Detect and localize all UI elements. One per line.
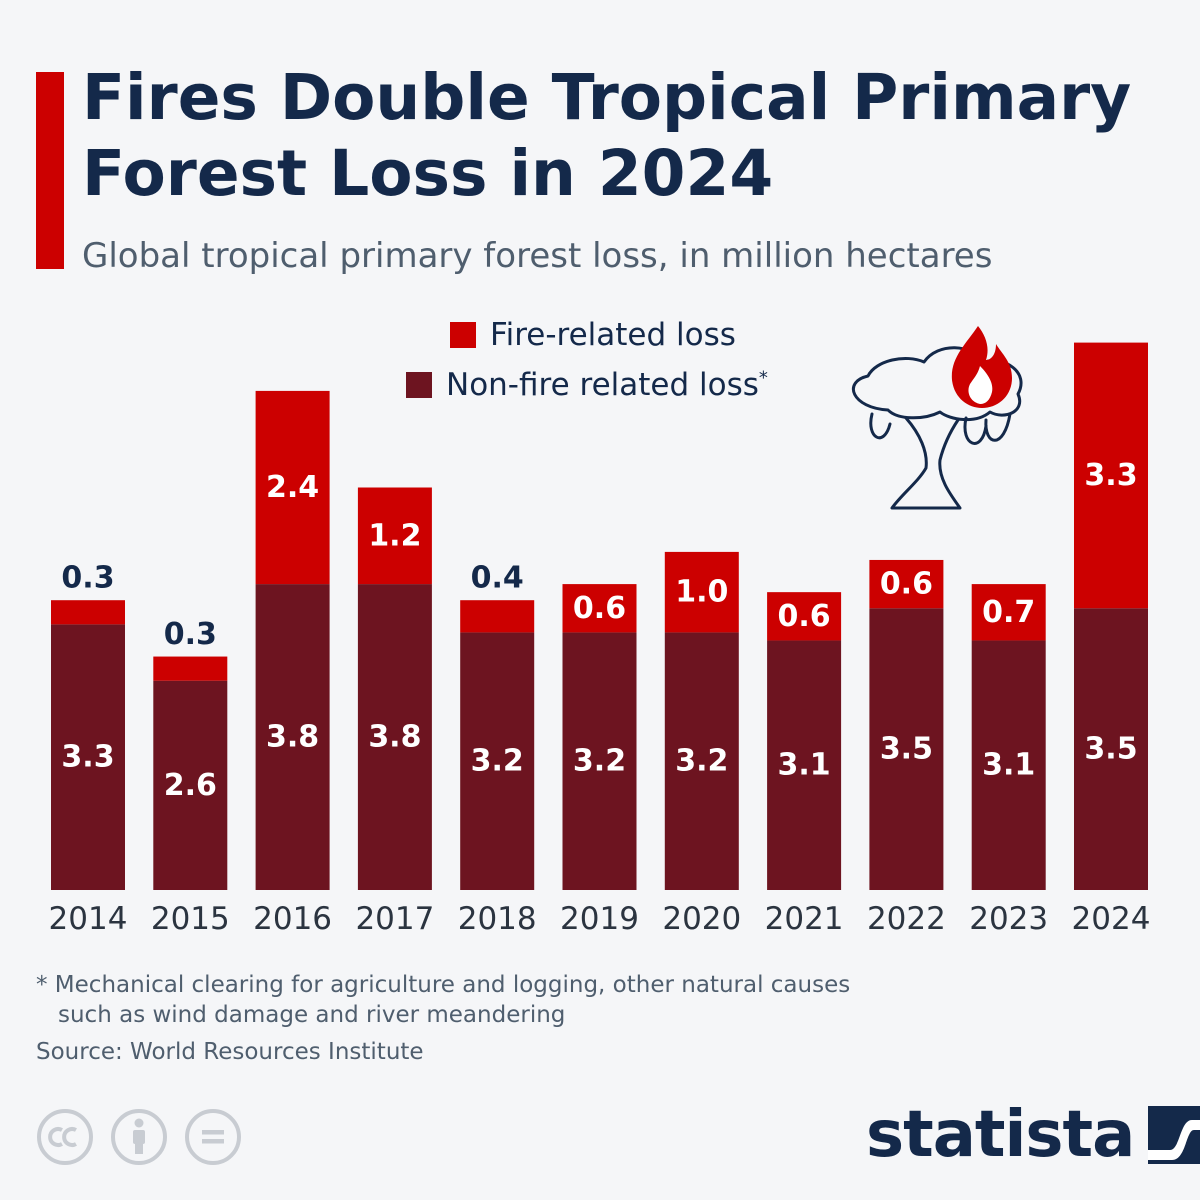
burning-tree-icon bbox=[851, 326, 1023, 510]
data-label-nonfire-2017: 3.8 bbox=[368, 720, 421, 755]
data-label-nonfire-2022: 3.5 bbox=[880, 732, 933, 767]
legend-label-fire: Fire-related loss bbox=[490, 317, 736, 353]
bar-nonfire-2020 bbox=[664, 632, 739, 890]
attribution-icon[interactable] bbox=[110, 1108, 168, 1166]
x-tick-label-2023: 2023 bbox=[969, 901, 1048, 937]
bar-fire-2024 bbox=[1074, 342, 1148, 609]
x-tick-label-2022: 2022 bbox=[867, 901, 946, 937]
data-label-nonfire-2014: 3.3 bbox=[61, 740, 114, 775]
bar-fire-2020 bbox=[664, 551, 739, 633]
bar-nonfire-2024 bbox=[1074, 608, 1148, 890]
bar-nonfire-2018 bbox=[460, 632, 535, 890]
legend-swatch-nonfire bbox=[406, 372, 432, 398]
cc-icon[interactable] bbox=[36, 1108, 94, 1166]
data-label-nonfire-2021: 3.1 bbox=[778, 748, 831, 783]
bar-nonfire-2015 bbox=[153, 680, 228, 890]
data-label-fire-2021: 0.6 bbox=[778, 599, 831, 634]
data-label-nonfire-2024: 3.5 bbox=[1084, 732, 1137, 767]
data-label-nonfire-2018: 3.2 bbox=[471, 744, 524, 779]
data-label-nonfire-2019: 3.2 bbox=[573, 744, 626, 779]
bar-fire-2019 bbox=[562, 584, 637, 633]
no-derivatives-icon[interactable] bbox=[184, 1108, 242, 1166]
data-label-fire-2014: 0.3 bbox=[61, 561, 114, 596]
legend-item-nonfire: Non-fire related loss* bbox=[406, 362, 768, 408]
bar-nonfire-2016 bbox=[255, 584, 330, 890]
data-label-fire-2017: 1.2 bbox=[368, 518, 421, 553]
brand-name: statista bbox=[866, 1098, 1135, 1172]
source-note: Source: World Resources Institute bbox=[36, 1039, 424, 1065]
data-label-nonfire-2015: 2.6 bbox=[164, 768, 217, 803]
data-label-fire-2016: 2.4 bbox=[266, 470, 319, 505]
bar-nonfire-2023 bbox=[971, 640, 1046, 890]
data-label-fire-2022: 0.6 bbox=[880, 567, 933, 602]
legend-item-fire: Fire-related loss bbox=[450, 312, 768, 358]
bar-nonfire-2022 bbox=[869, 608, 944, 890]
data-label-fire-2018: 0.4 bbox=[471, 561, 524, 596]
title-accent-bar bbox=[36, 72, 64, 269]
data-label-fire-2015: 0.3 bbox=[164, 617, 217, 652]
bar-nonfire-2017 bbox=[357, 584, 432, 890]
bar-fire-2017 bbox=[357, 487, 432, 585]
license-icons bbox=[36, 1108, 242, 1166]
data-label-nonfire-2023: 3.1 bbox=[982, 748, 1035, 783]
chart-subtitle: Global tropical primary forest loss, in … bbox=[82, 236, 993, 276]
bar-fire-2015 bbox=[153, 656, 228, 681]
bar-fire-2018 bbox=[460, 600, 535, 633]
footnote-line-2: such as wind damage and river meandering bbox=[58, 1002, 566, 1028]
footnote-marker: * bbox=[758, 367, 768, 389]
bar-nonfire-2014 bbox=[51, 624, 125, 890]
bar-fire-2016 bbox=[255, 390, 330, 585]
x-tick-label-2015: 2015 bbox=[151, 901, 230, 937]
legend-label-nonfire: Non-fire related loss* bbox=[446, 367, 768, 403]
data-label-fire-2019: 0.6 bbox=[573, 591, 626, 626]
bar-nonfire-2019 bbox=[562, 632, 637, 890]
legend-swatch-fire bbox=[450, 322, 476, 348]
statista-mark-icon bbox=[1148, 1106, 1200, 1164]
data-label-nonfire-2020: 3.2 bbox=[675, 744, 728, 779]
footnote: * Mechanical clearing for agriculture an… bbox=[36, 970, 850, 1030]
bar-fire-2014 bbox=[51, 600, 125, 625]
stacked-bar-chart: 3.3 0.3 2014 2.6 0.3 2015 3.8 2.4 2016 3.8 1.2 2017… bbox=[49, 342, 1151, 937]
x-tick-label-2024: 2024 bbox=[1072, 901, 1151, 937]
x-tick-label-2017: 2017 bbox=[355, 901, 434, 937]
data-label-fire-2023: 0.7 bbox=[982, 595, 1035, 630]
statista-logo[interactable]: statista bbox=[866, 1098, 1200, 1172]
bar-nonfire-2021 bbox=[767, 640, 842, 890]
data-label-fire-2024: 3.3 bbox=[1084, 458, 1137, 493]
footnote-line-1: * Mechanical clearing for agriculture an… bbox=[36, 972, 851, 998]
bar-fire-2021 bbox=[767, 592, 842, 641]
bar-fire-2023 bbox=[971, 584, 1046, 641]
x-tick-label-2014: 2014 bbox=[49, 901, 128, 937]
page-title: Fires Double Tropical Primary Forest Los… bbox=[82, 61, 1132, 210]
legend: Fire-related loss Non-fire related loss* bbox=[406, 312, 768, 412]
x-tick-label-2020: 2020 bbox=[662, 901, 741, 937]
x-tick-label-2019: 2019 bbox=[560, 901, 639, 937]
data-label-nonfire-2016: 3.8 bbox=[266, 720, 319, 755]
x-tick-label-2018: 2018 bbox=[458, 901, 537, 937]
legend-label-nonfire-text: Non-fire related loss bbox=[446, 367, 759, 403]
x-tick-label-2021: 2021 bbox=[765, 901, 844, 937]
bar-fire-2022 bbox=[869, 559, 944, 609]
data-label-fire-2020: 1.0 bbox=[675, 575, 728, 610]
x-tick-label-2016: 2016 bbox=[253, 901, 332, 937]
